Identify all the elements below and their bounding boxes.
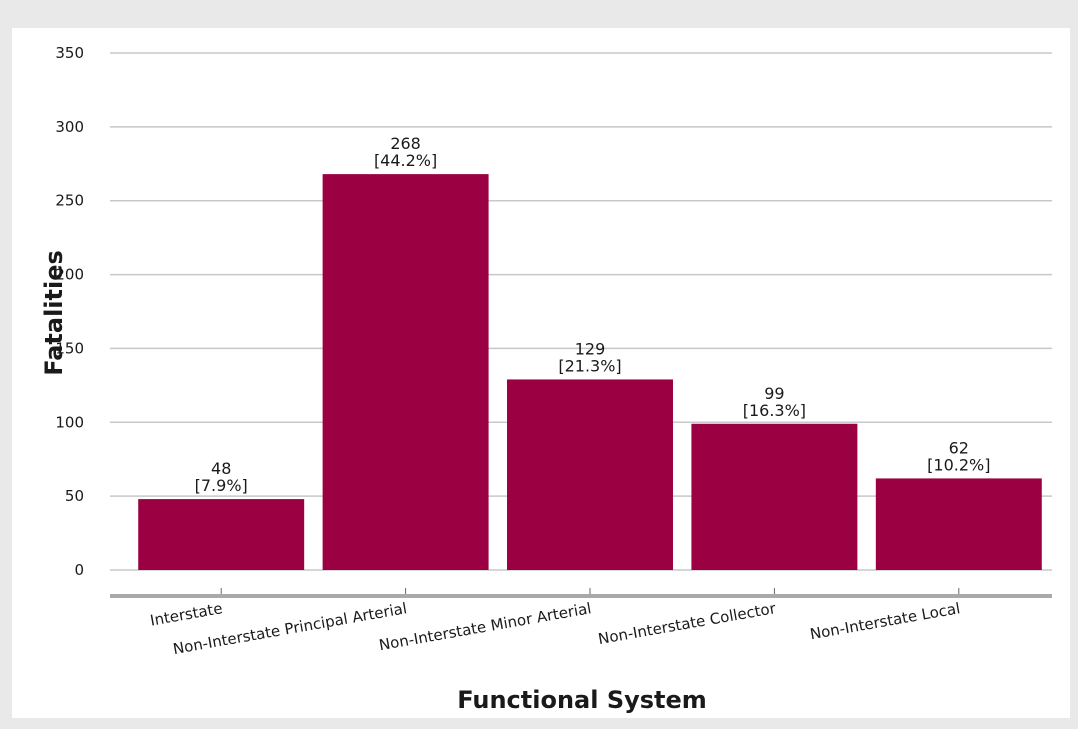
bars [138, 174, 1042, 570]
bar-percent-label: [21.3%] [558, 356, 621, 375]
bar [138, 499, 305, 570]
bar-data-labels: 48[7.9%] 268[44.2%] 129[21.3%] 99[16.3%] 62[… [195, 134, 991, 495]
y-tick-label: 100 [55, 413, 84, 431]
bar-percent-label: [10.2%] [927, 455, 990, 474]
bar [322, 174, 489, 570]
y-tick-label: 150 [55, 339, 84, 357]
y-tick-label: 200 [55, 266, 84, 284]
bar [507, 379, 673, 570]
bar-value-label: 268 [390, 134, 421, 153]
bar [875, 478, 1042, 570]
x-axis-title: Functional System [457, 686, 707, 714]
y-axis-title: Fatalities [40, 250, 68, 376]
bar-value-label: 62 [949, 438, 969, 457]
bar [691, 423, 858, 570]
y-tick-label: 250 [55, 192, 84, 210]
y-tick-label: 300 [55, 118, 84, 136]
y-axis-ticks: 0 50 100 150 200 250 300 350 [55, 44, 84, 579]
bar-percent-label: [44.2%] [374, 151, 437, 170]
bar-percent-label: [7.9%] [195, 476, 248, 495]
plot-background [12, 28, 1070, 718]
bar-value-label: 129 [575, 339, 606, 358]
y-tick-label: 350 [55, 44, 84, 62]
bar-value-label: 48 [211, 459, 231, 478]
bar-percent-label: [16.3%] [743, 401, 806, 420]
y-tick-label: 0 [74, 561, 84, 579]
y-tick-label: 50 [65, 487, 84, 505]
bar-value-label: 99 [764, 384, 784, 403]
